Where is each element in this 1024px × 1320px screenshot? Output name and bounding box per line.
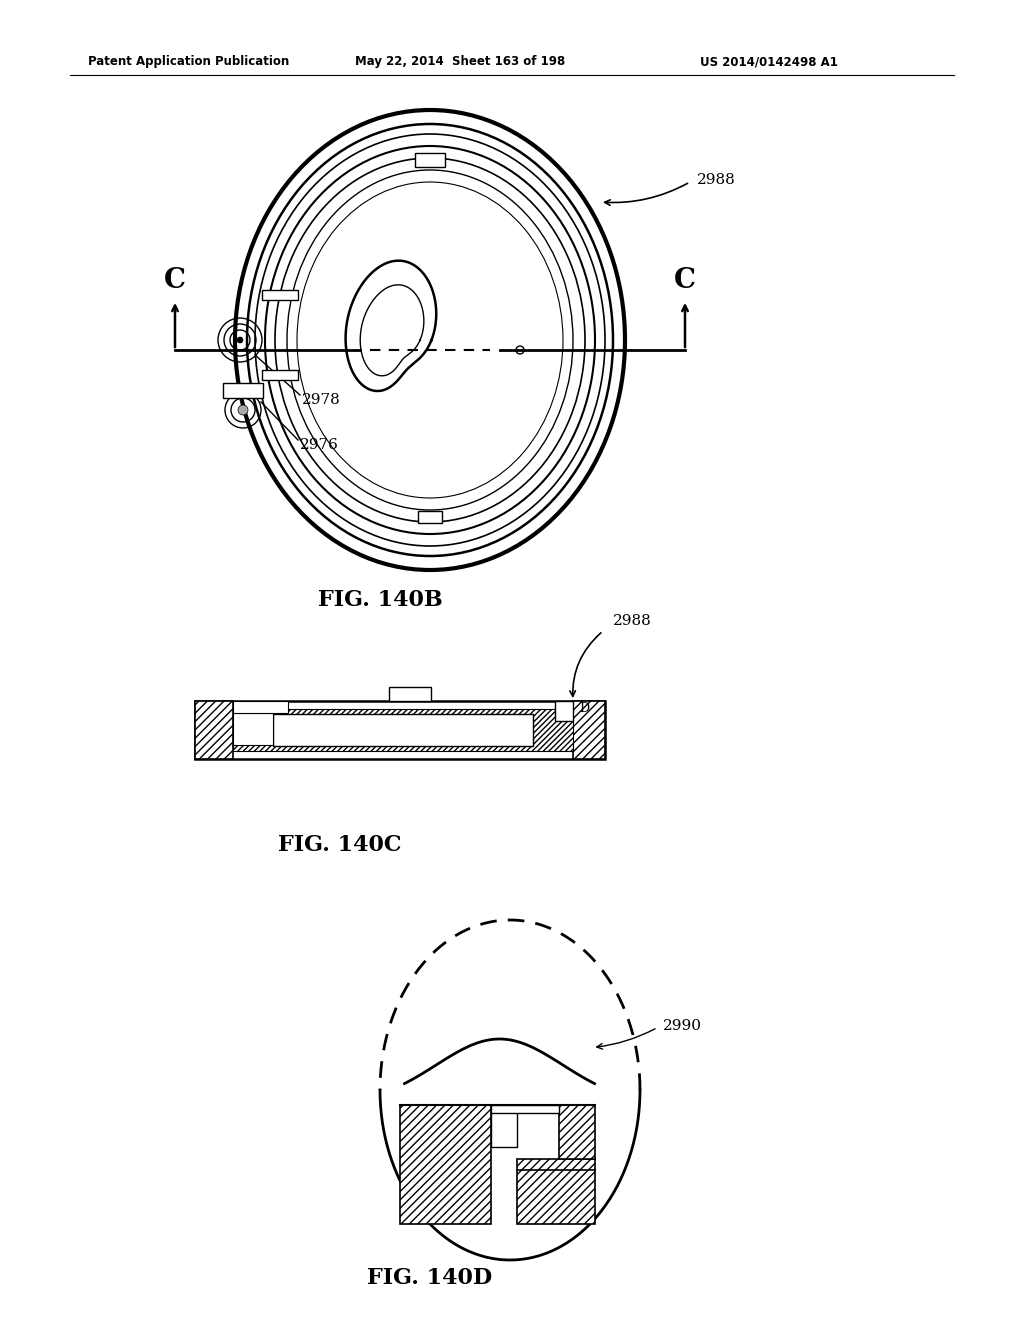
Text: US 2014/0142498 A1: US 2014/0142498 A1 <box>700 55 838 69</box>
Bar <box>223 383 263 399</box>
Text: 2988: 2988 <box>697 173 736 187</box>
Bar <box>195 701 233 759</box>
Circle shape <box>237 337 243 343</box>
FancyBboxPatch shape <box>262 370 298 380</box>
Text: 2978: 2978 <box>302 393 341 407</box>
Bar <box>273 714 534 746</box>
Text: FIG. 140C: FIG. 140C <box>279 834 401 855</box>
Bar <box>516 1159 595 1224</box>
Text: FIG. 140B: FIG. 140B <box>317 589 442 611</box>
Text: FIG. 140D: FIG. 140D <box>368 1267 493 1290</box>
Bar <box>573 701 605 759</box>
Text: May 22, 2014  Sheet 163 of 198: May 22, 2014 Sheet 163 of 198 <box>355 55 565 69</box>
Bar <box>555 701 573 721</box>
FancyBboxPatch shape <box>262 290 298 300</box>
Text: Patent Application Publication: Patent Application Publication <box>88 55 289 69</box>
Text: 2990: 2990 <box>663 1019 701 1032</box>
Bar <box>195 701 605 759</box>
Text: D: D <box>579 702 589 715</box>
Circle shape <box>238 405 248 414</box>
FancyBboxPatch shape <box>415 153 445 168</box>
Bar <box>233 713 273 744</box>
Bar <box>490 1105 559 1113</box>
Bar <box>233 709 573 751</box>
Bar <box>389 686 431 701</box>
Text: C: C <box>674 267 696 293</box>
Bar <box>490 1105 516 1147</box>
Text: C: C <box>164 267 186 293</box>
FancyBboxPatch shape <box>418 511 442 523</box>
Bar <box>559 1105 595 1159</box>
Text: 2976: 2976 <box>300 438 339 451</box>
Bar <box>233 701 288 713</box>
Text: 2988: 2988 <box>613 614 651 628</box>
Bar <box>399 1105 490 1224</box>
